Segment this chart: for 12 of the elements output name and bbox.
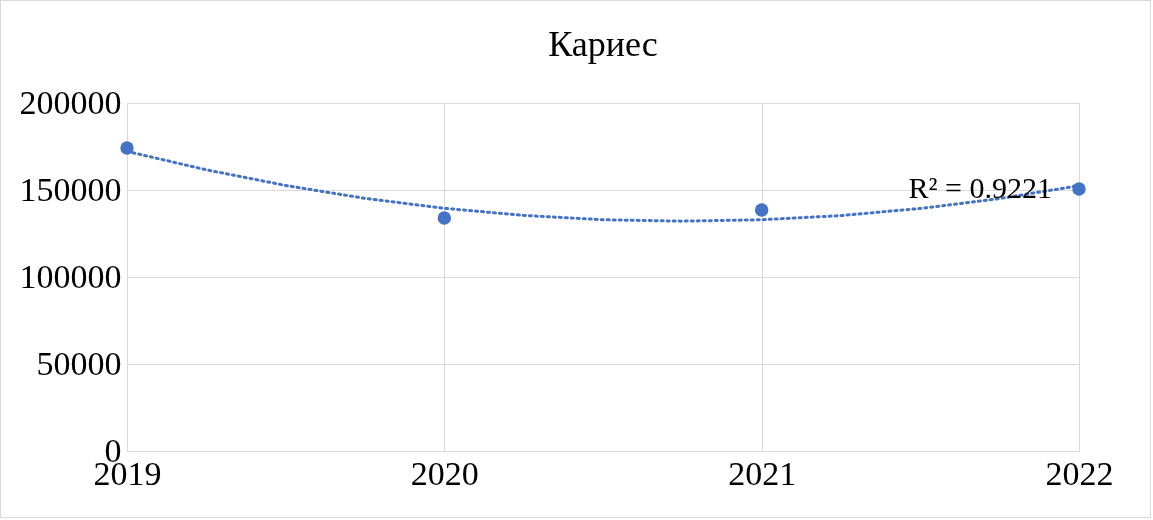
- y-tick-label: 50000: [36, 344, 122, 382]
- y-tick-label: 150000: [19, 170, 122, 208]
- point: [1072, 182, 1086, 196]
- y-tick-label: 200000: [19, 83, 122, 121]
- x-tick-label: 2021: [728, 454, 797, 492]
- x-tick-label: 2020: [410, 454, 479, 492]
- point: [754, 203, 769, 217]
- y-tick-label: 100000: [19, 257, 122, 295]
- chart-title: Кариес: [548, 24, 658, 64]
- annotation: R² = 0.9221: [908, 171, 1052, 204]
- point: [437, 211, 452, 225]
- x-tick-label: 2022: [1045, 454, 1114, 492]
